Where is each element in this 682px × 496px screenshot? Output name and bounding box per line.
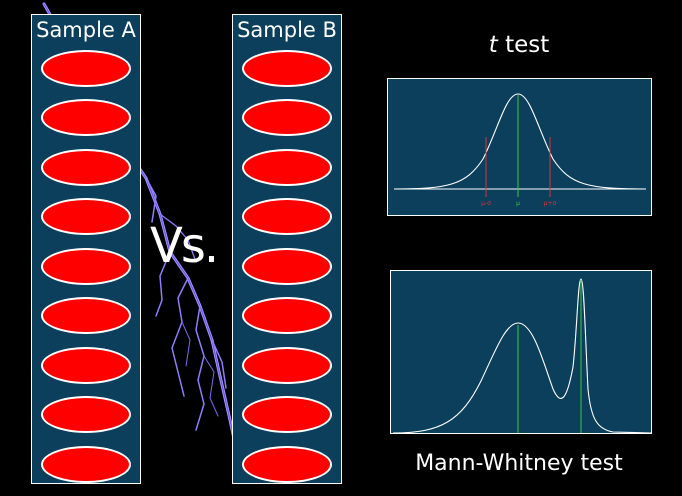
- sample-a-title: Sample A: [36, 18, 136, 42]
- t-test-title: t test: [430, 32, 608, 58]
- sample-a-oval: [41, 99, 131, 136]
- mann-whitney-title: Mann-Whitney test: [415, 451, 623, 476]
- sample-b-oval: [242, 446, 332, 483]
- mean-label: μ: [516, 200, 520, 207]
- sample-a-oval: [41, 248, 131, 285]
- sample-a-oval: [41, 297, 131, 334]
- sample-b-column: Sample B: [232, 14, 342, 484]
- plus-sigma-label: μ+σ: [544, 200, 557, 207]
- sample-b-oval: [242, 50, 332, 87]
- sample-b-oval: [242, 99, 332, 136]
- mann-whitney-panel: [390, 270, 652, 434]
- sample-b-oval: [242, 149, 332, 186]
- sample-b-title: Sample B: [237, 18, 337, 42]
- sample-a-oval: [41, 446, 131, 483]
- versus-label: Vs.: [150, 218, 219, 274]
- sample-b-oval: [242, 347, 332, 384]
- sample-a-oval: [41, 149, 131, 186]
- sample-b-oval: [242, 297, 332, 334]
- minus-sigma-label: μ-σ: [481, 200, 491, 207]
- sample-a-oval: [41, 347, 131, 384]
- sample-a-oval: [41, 50, 131, 87]
- sample-a-column: Sample A: [31, 14, 141, 484]
- t-test-title-italic: t: [488, 32, 498, 58]
- bell-curve: [393, 93, 647, 190]
- sample-a-oval: [41, 198, 131, 235]
- bimodal-curve: [392, 278, 651, 433]
- t-test-title-rest: test: [497, 32, 550, 58]
- sample-b-oval: [242, 248, 332, 285]
- normal-distribution-plot: μ μ-σ μ+σ: [393, 93, 647, 207]
- sample-a-oval: [41, 396, 131, 433]
- bimodal-distribution-plot: [392, 278, 651, 433]
- sample-b-oval: [242, 198, 332, 235]
- sample-b-oval: [242, 396, 332, 433]
- t-test-panel: μ μ-σ μ+σ: [387, 78, 652, 216]
